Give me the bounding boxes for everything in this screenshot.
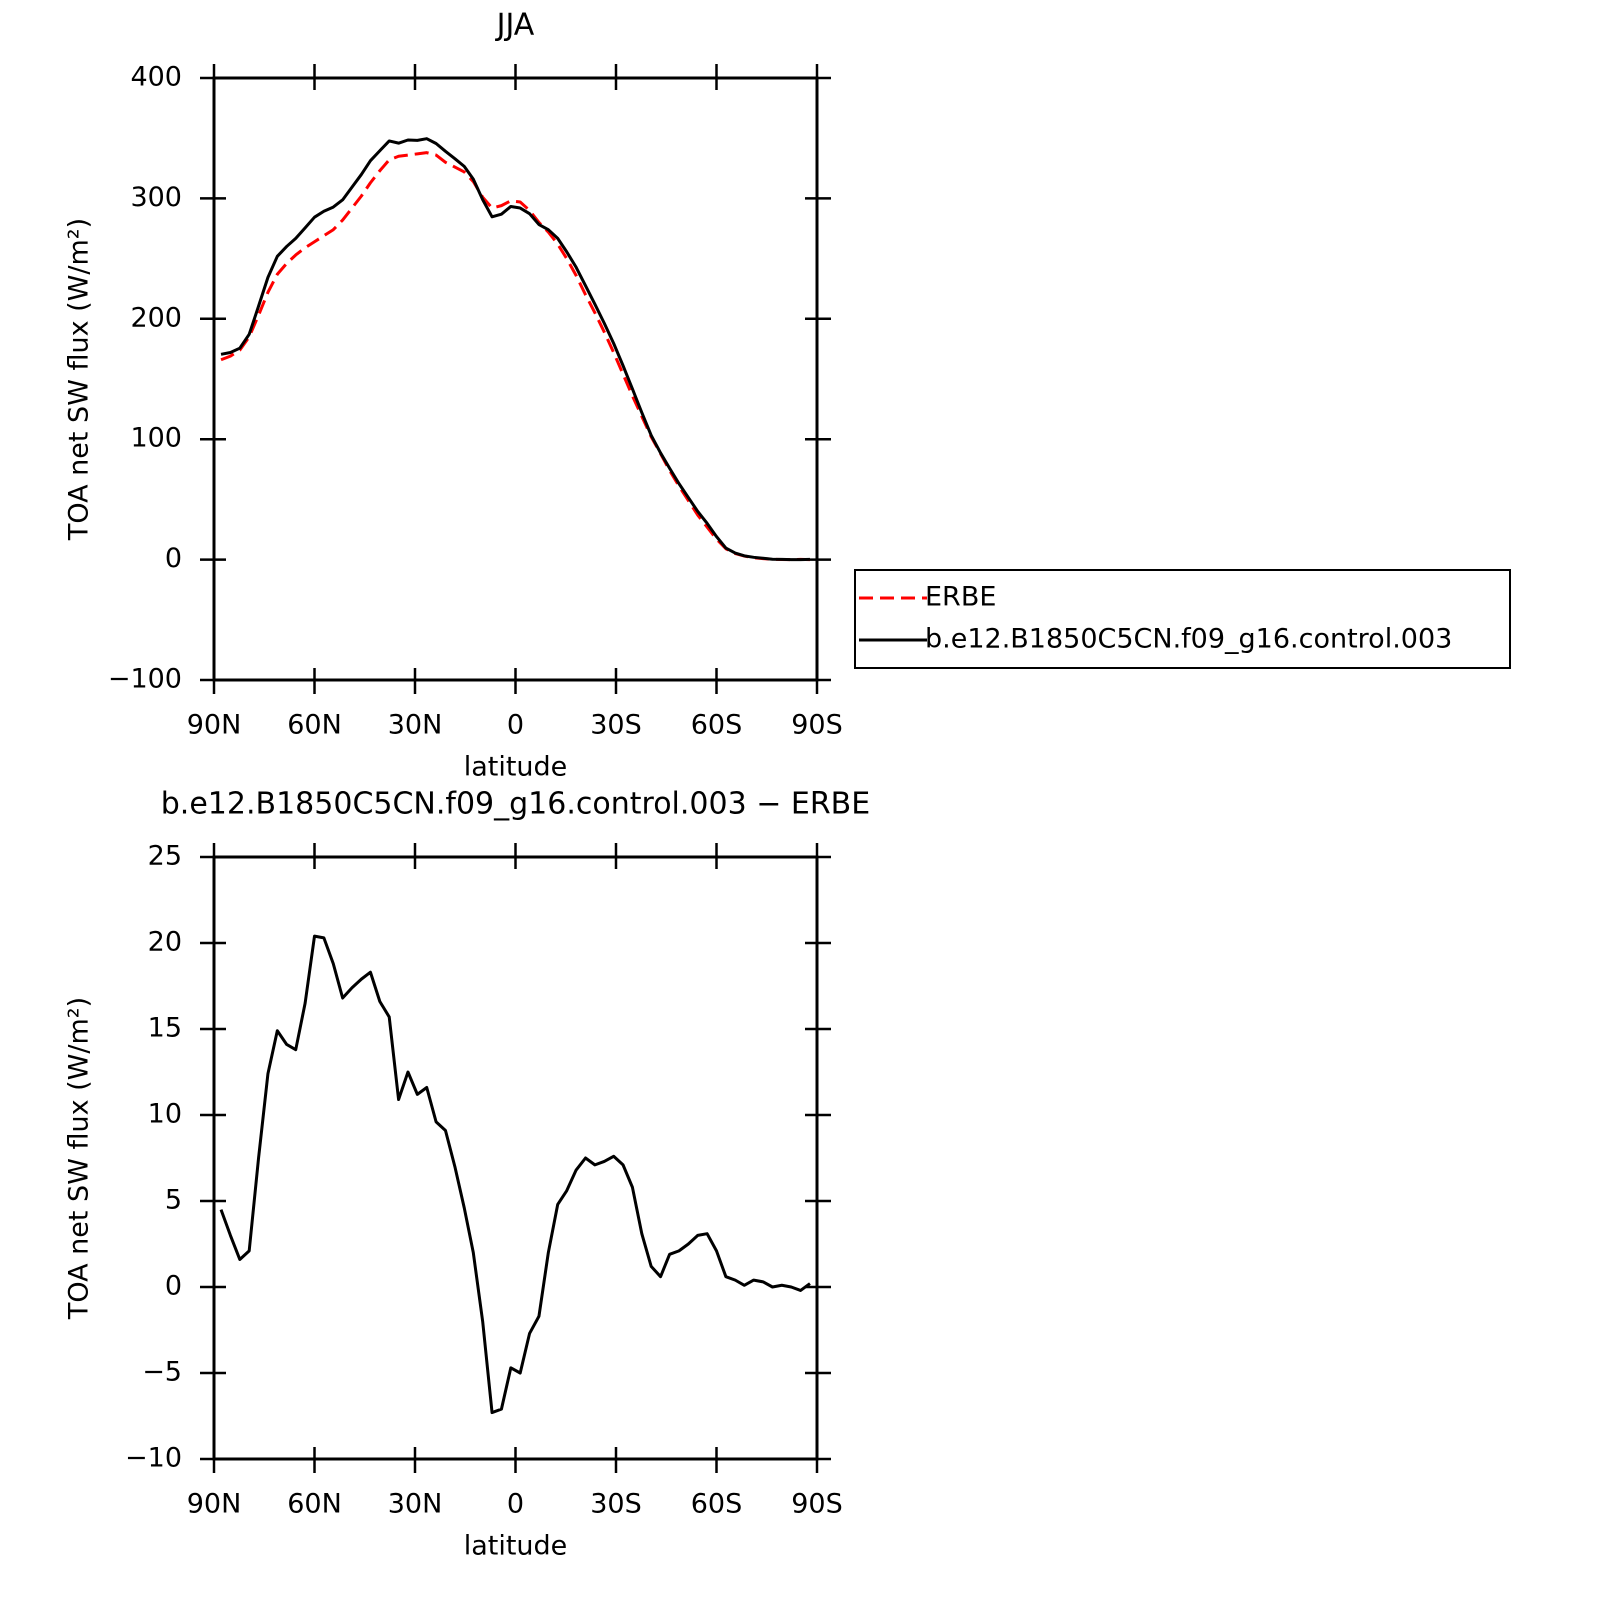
x-tick-label: 30N bbox=[388, 1489, 443, 1520]
y-tick-label: 100 bbox=[130, 423, 182, 454]
x-tick-label: 30S bbox=[590, 710, 642, 741]
x-tick-label: 30S bbox=[590, 1489, 642, 1520]
x-axis-label: latitude bbox=[464, 752, 568, 783]
x-tick-label: 90S bbox=[791, 1489, 843, 1520]
plot-frame bbox=[212, 855, 819, 1461]
data-line bbox=[220, 151, 811, 562]
y-tick-label: 0 bbox=[165, 543, 182, 574]
x-tick-label: 90S bbox=[791, 710, 843, 741]
x-tick-label: 60N bbox=[287, 710, 342, 741]
x-tick-label: 60S bbox=[691, 710, 743, 741]
legend-box bbox=[854, 569, 1511, 669]
y-tick-label: 20 bbox=[148, 927, 182, 958]
x-tick-label: 60N bbox=[287, 1489, 342, 1520]
y-tick-label: −100 bbox=[108, 664, 182, 695]
legend-label: ERBE bbox=[925, 582, 996, 613]
y-tick-label: −10 bbox=[125, 1443, 182, 1474]
legend-label: b.e12.B1850C5CN.f09_g16.control.003 bbox=[925, 624, 1452, 655]
y-tick-label: 25 bbox=[148, 841, 182, 872]
y-tick-label: 10 bbox=[148, 1099, 182, 1130]
y-tick-label: 5 bbox=[165, 1185, 182, 1216]
y-tick-label: 200 bbox=[130, 302, 182, 333]
y-axis-label: TOA net SW flux (W/m²) bbox=[64, 218, 95, 541]
y-tick-label: 0 bbox=[165, 1271, 182, 1302]
data-line bbox=[220, 137, 811, 562]
y-tick-label: −5 bbox=[142, 1357, 182, 1388]
chart-title: JJA bbox=[495, 8, 535, 43]
data-line bbox=[219, 934, 811, 1415]
y-tick-label: 15 bbox=[148, 1013, 182, 1044]
y-axis-label: TOA net SW flux (W/m²) bbox=[64, 997, 95, 1320]
x-tick-label: 30N bbox=[388, 710, 443, 741]
x-axis-label: latitude bbox=[464, 1531, 568, 1562]
chart-title: b.e12.B1850C5CN.f09_g16.control.003 − ER… bbox=[161, 787, 870, 822]
x-tick-label: 90N bbox=[187, 710, 242, 741]
x-tick-label: 0 bbox=[507, 1489, 524, 1520]
y-tick-label: 400 bbox=[130, 62, 182, 93]
x-tick-label: 90N bbox=[187, 1489, 242, 1520]
plot-frame bbox=[212, 76, 819, 682]
x-tick-label: 60S bbox=[691, 1489, 743, 1520]
y-tick-label: 300 bbox=[130, 182, 182, 213]
x-tick-label: 0 bbox=[507, 710, 524, 741]
